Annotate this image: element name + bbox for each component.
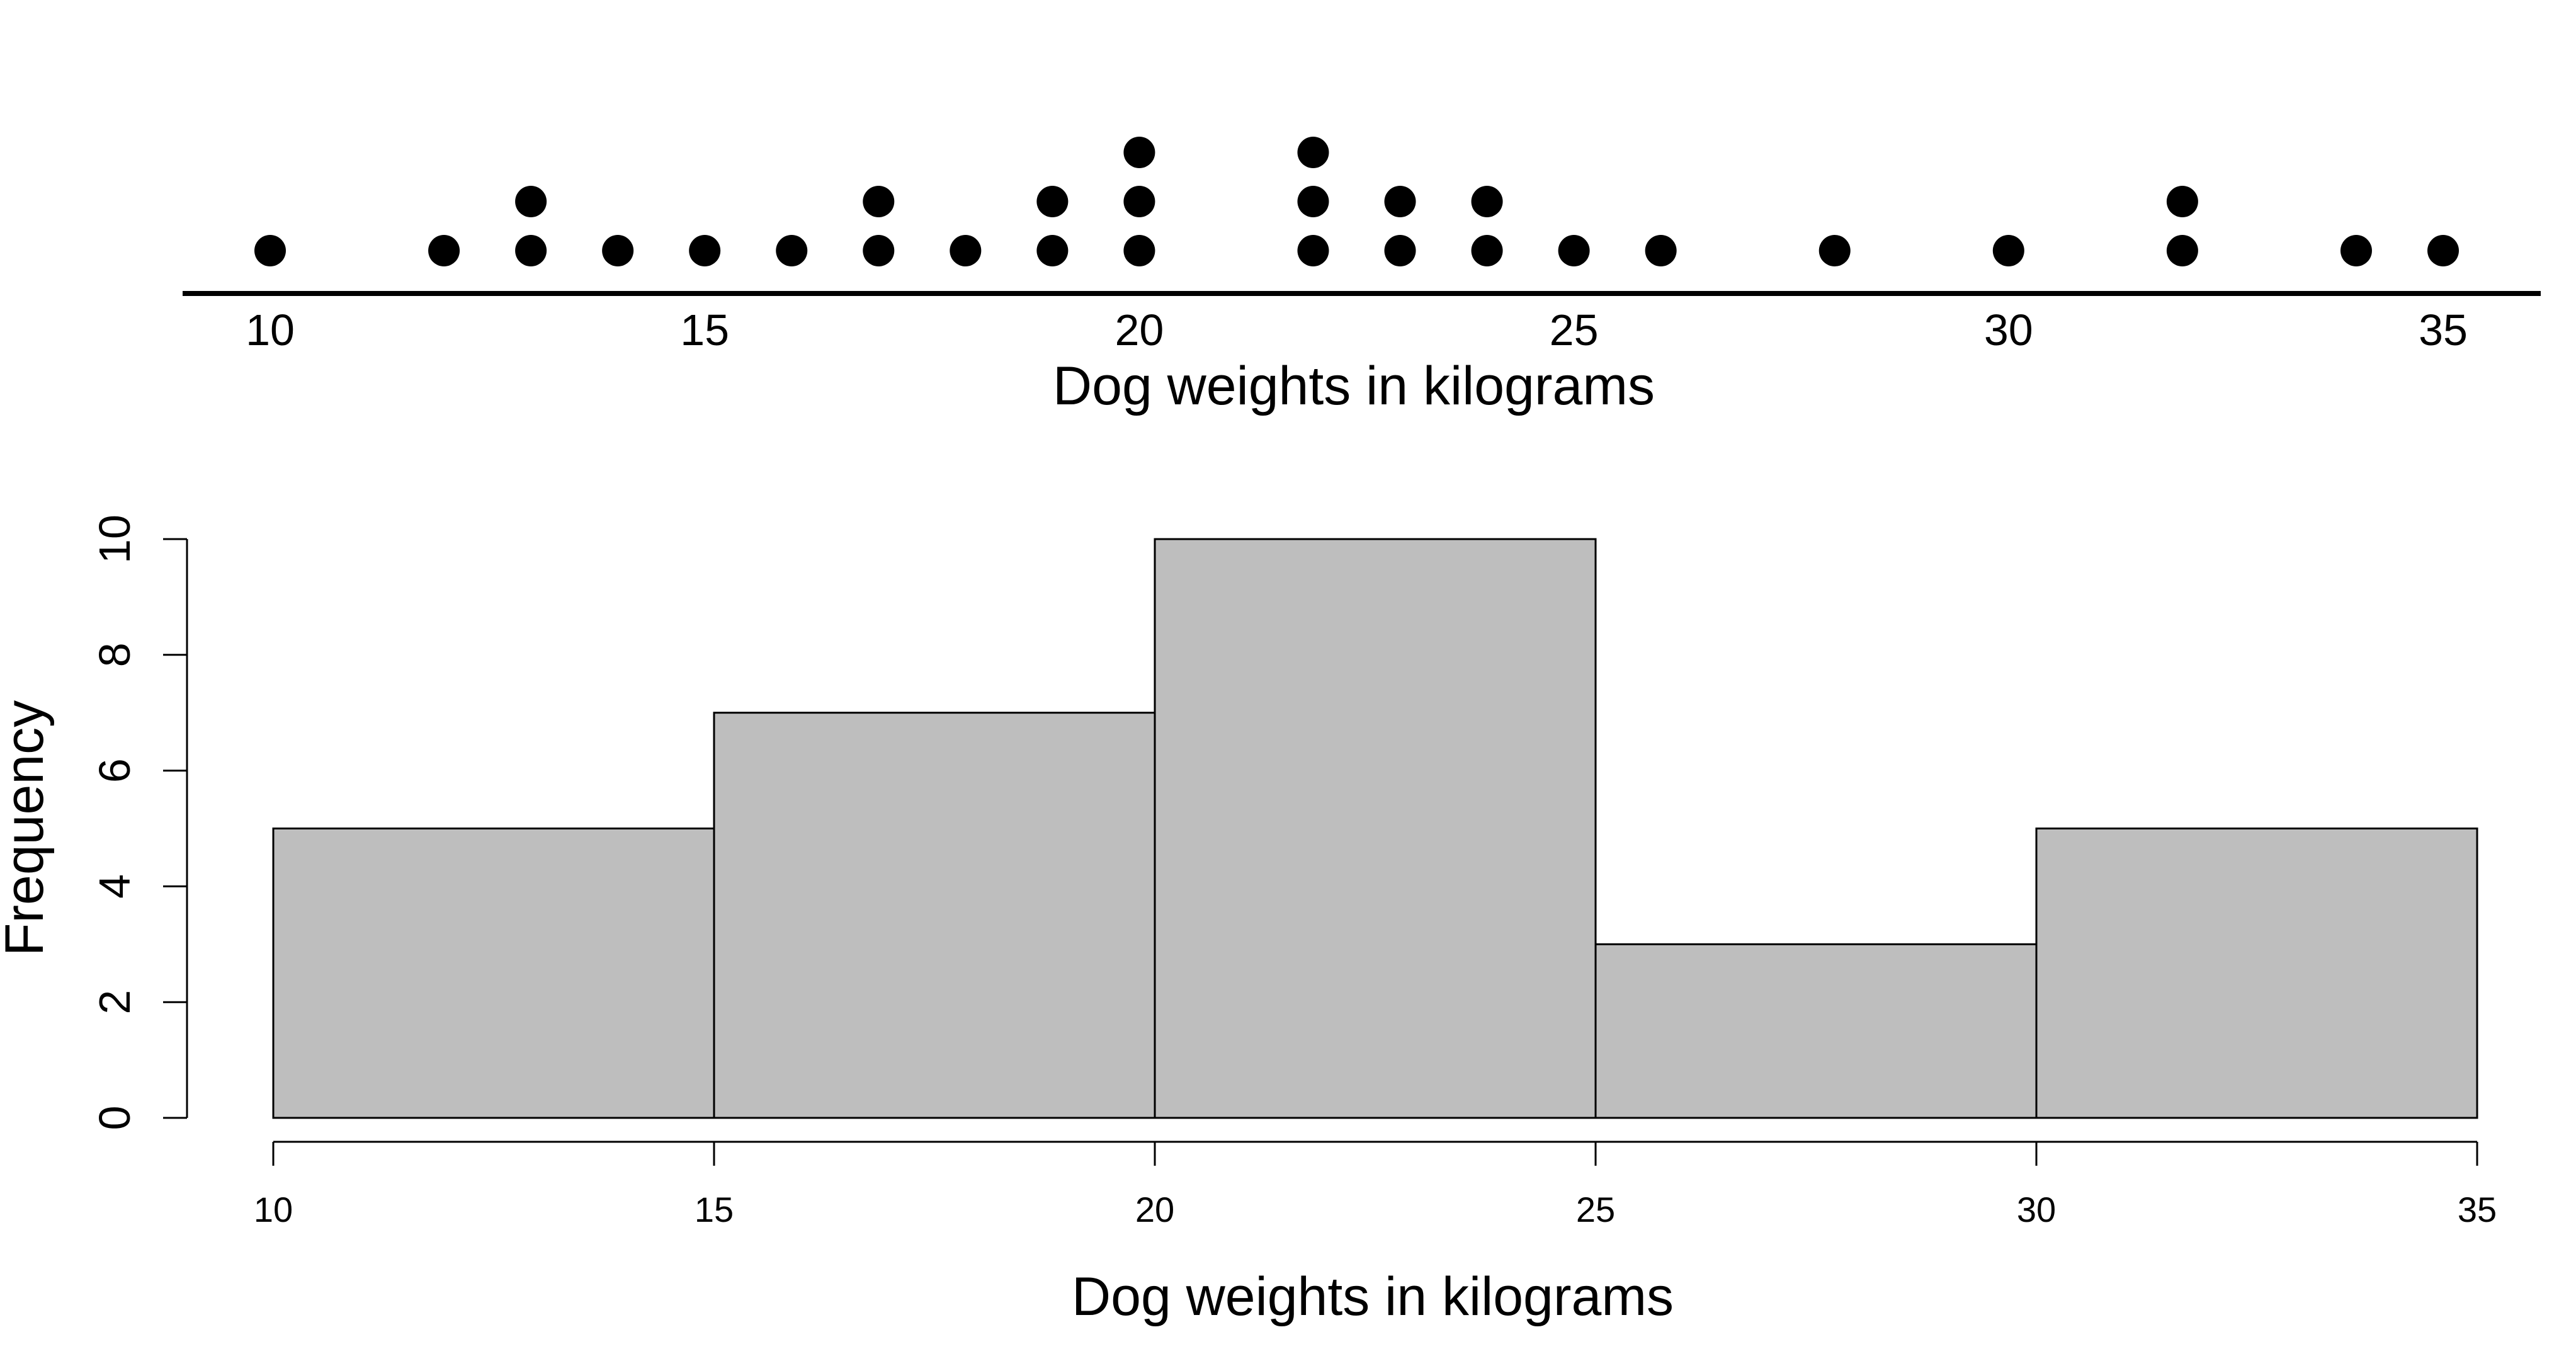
dot-plot-point [1471,186,1503,217]
histogram-x-axis: 10 15 20 25 30 35 [254,1141,2497,1229]
dot-plot-point [1384,186,1416,217]
dot-plot-tick-label: 30 [1984,305,2033,355]
dot-plot: 10 15 20 25 30 35 Dog weights in kilograms [183,137,2541,416]
histogram-bar [272,828,715,1119]
dot-plot-point [1384,235,1416,266]
dot-plot-point [863,186,895,217]
histogram-bar [1594,943,2038,1119]
histogram: 0 2 4 6 8 10 10 15 20 25 30 35 Dog weights in kilo… [0,515,2497,1327]
dot-plot-point [1471,235,1503,266]
dot-plot-tick-label: 15 [680,305,729,355]
histogram-x-tick-label: 15 [695,1190,734,1229]
dot-plot-point [515,186,547,217]
histogram-y-tick-label: 10 [90,515,139,564]
dot-plot-point [1992,235,2024,266]
histogram-bar [1154,538,1597,1119]
histogram-y-tick-label: 0 [90,1106,139,1130]
histogram-x-tick-label: 35 [2458,1190,2497,1229]
dot-plot-tick-label: 10 [246,305,295,355]
dot-plot-point [1123,186,1155,217]
dot-plot-point [1558,235,1590,266]
histogram-bars [272,538,2478,1119]
dot-plot-point [1036,235,1069,266]
dot-plot-tick-label: 35 [2419,305,2468,355]
dot-plot-point [2427,235,2459,266]
dot-plot-point [2166,235,2198,266]
histogram-x-axis-title: Dog weights in kilograms [1072,1266,1674,1327]
histogram-y-tick-label: 2 [90,990,139,1015]
dot-plot-point [1297,235,1329,266]
dot-plot-tick-label: 20 [1115,305,1164,355]
dot-plot-point [1645,235,1677,266]
dot-plot-point [1819,235,1851,266]
histogram-bar [2035,828,2478,1119]
dot-plot-point [428,235,460,266]
dot-plot-point [1123,137,1155,168]
histogram-bar [713,712,1156,1119]
histogram-y-axis-title: Frequency [0,700,55,956]
histogram-x-tick-label: 10 [254,1190,293,1229]
histogram-y-axis: 0 2 4 6 8 10 [90,515,188,1130]
dot-plot-point [1123,235,1155,266]
dot-plot-tick-labels: 10 15 20 25 30 35 [246,305,2468,355]
dot-plot-point [950,235,982,266]
histogram-y-tick-label: 6 [90,758,139,783]
dot-plot-point [1297,137,1329,168]
dot-plot-point [689,235,721,266]
dot-plot-point [515,235,547,266]
dot-plot-point [254,235,286,266]
histogram-y-tick-label: 4 [90,874,139,899]
histogram-x-tick-label: 30 [2017,1190,2056,1229]
dot-plot-x-axis-title: Dog weights in kilograms [1053,356,1655,416]
histogram-x-tick-label: 25 [1576,1190,1615,1229]
dot-plot-point [1297,186,1329,217]
dot-plot-point [776,235,808,266]
dot-plot-point [863,235,895,266]
dot-plot-point [2340,235,2372,266]
dot-plot-points [254,137,2459,266]
dot-plot-tick-label: 25 [1550,305,1599,355]
dot-plot-point [1036,186,1069,217]
histogram-y-tick-label: 8 [90,642,139,667]
dot-plot-point [2166,186,2198,217]
dot-plot-point [602,235,634,266]
histogram-x-tick-label: 20 [1135,1190,1174,1229]
